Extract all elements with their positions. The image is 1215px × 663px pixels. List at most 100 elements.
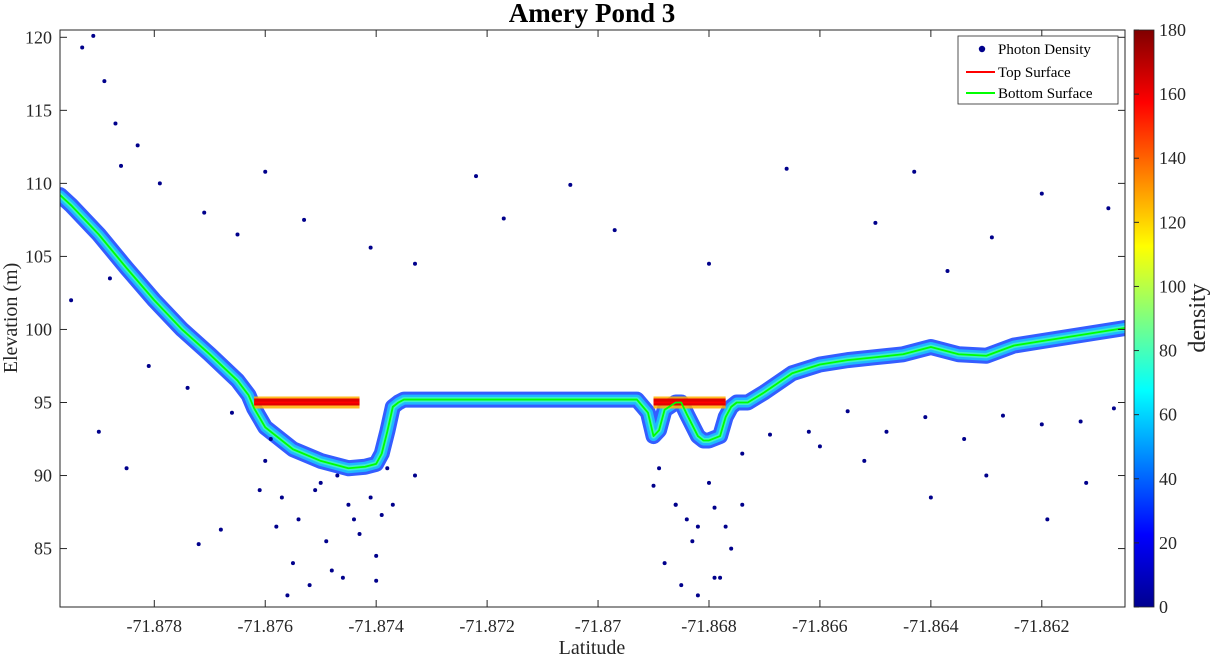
legend-label-top-surface: Top Surface: [998, 65, 1071, 81]
photon-point: [196, 542, 201, 547]
x-tick-label: -71.874: [348, 616, 404, 636]
photon-point: [263, 458, 268, 463]
photon-point: [357, 531, 362, 536]
photon-point: [684, 517, 689, 522]
photon-point: [268, 437, 273, 442]
colorbar-tick-label: 100: [1159, 276, 1186, 296]
photon-point: [679, 583, 684, 588]
y-tick-label: 105: [25, 246, 52, 266]
photon-point: [329, 568, 334, 573]
photon-point: [107, 276, 112, 281]
photon-point: [257, 488, 262, 493]
photon-point: [1039, 422, 1044, 427]
photon-point: [712, 505, 717, 510]
photon-point: [1000, 413, 1005, 418]
photon-point: [296, 517, 301, 522]
x-tick-label: -71.862: [1014, 616, 1070, 636]
photon-point: [218, 527, 223, 532]
photon-point: [1111, 406, 1116, 411]
photon-point: [135, 143, 140, 148]
photon-point: [1106, 206, 1111, 211]
photon-point: [806, 429, 811, 434]
photon-point: [335, 473, 340, 478]
photon-point: [390, 502, 395, 507]
legend: Photon Density Top Surface Bottom Surfac…: [957, 35, 1119, 105]
photon-point: [706, 261, 711, 266]
photon-point: [690, 539, 695, 544]
photon-point: [368, 245, 373, 250]
photon-point: [568, 182, 573, 187]
photon-point: [96, 429, 101, 434]
photon-point: [119, 163, 124, 168]
colorbar-tick-label: 180: [1159, 20, 1186, 40]
photon-point: [984, 473, 989, 478]
photon-point: [817, 444, 822, 449]
photon-point: [912, 169, 917, 174]
photon-point: [1045, 517, 1050, 522]
photon-point: [235, 232, 240, 237]
y-tick-label: 85: [34, 539, 52, 559]
photon-point: [324, 539, 329, 544]
photon-point: [928, 495, 933, 500]
chart-title: Amery Pond 3: [509, 0, 675, 28]
photon-point: [368, 495, 373, 500]
density-band-outer: [60, 187, 1125, 477]
photon-point: [263, 169, 268, 174]
photon-point: [945, 269, 950, 274]
photon-point: [784, 166, 789, 171]
x-tick-label: -71.87: [575, 616, 622, 636]
density-band-inner: [60, 192, 1125, 471]
photon-point: [379, 512, 384, 517]
x-axis-label: Latitude: [559, 637, 626, 658]
photon-point: [989, 235, 994, 240]
photon-point: [229, 410, 234, 415]
colorbar: 0 20 40 60 80 100 120 140 160 180 density: [1133, 20, 1211, 617]
x-tick-label: -71.878: [127, 616, 183, 636]
colorbar-tick-label: 120: [1159, 212, 1186, 232]
y-axis-label: Elevation (m): [0, 263, 22, 374]
photon-point: [274, 524, 279, 529]
photon-point: [1078, 419, 1083, 424]
photon-point: [706, 480, 711, 485]
photon-point: [884, 429, 889, 434]
photon-point: [695, 593, 700, 598]
legend-marker-photon-density: [978, 45, 986, 53]
y-tick-label: 95: [34, 392, 52, 412]
photon-point: [157, 181, 162, 186]
plot-area: [60, 33, 1125, 598]
axes: -71.878 -71.876 -71.874 -71.872 -71.87 -71.86…: [25, 27, 1125, 636]
photon-point: [1084, 480, 1089, 485]
photon-point: [285, 593, 290, 598]
x-tick-label: -71.866: [792, 616, 848, 636]
photon-point: [673, 502, 678, 507]
photon-point: [662, 561, 667, 566]
photon-point: [413, 261, 417, 266]
photon-point: [612, 228, 617, 233]
y-tick-label: 90: [34, 466, 52, 486]
photon-point: [695, 524, 700, 529]
photon-point: [374, 553, 379, 558]
photon-point: [740, 451, 745, 456]
surface-lines: [60, 194, 1125, 470]
photon-point: [124, 466, 129, 471]
photon-point: [923, 415, 928, 420]
photon-point: [290, 561, 295, 566]
photon-density-points: [69, 33, 1116, 598]
photon-point: [651, 483, 656, 488]
colorbar-tick-label: 20: [1159, 533, 1177, 553]
photon-point: [718, 575, 723, 580]
photon-point: [845, 409, 850, 414]
photon-point: [962, 437, 967, 442]
photon-point: [340, 575, 345, 580]
photon-point: [185, 385, 190, 390]
photon-point: [351, 517, 356, 522]
photon-point: [91, 33, 96, 38]
legend-label-bottom-surface: Bottom Surface: [998, 86, 1093, 102]
y-tick-label: 100: [25, 319, 52, 339]
photon-point: [1039, 191, 1044, 196]
x-tick-label: -71.868: [681, 616, 737, 636]
photon-point: [102, 79, 107, 84]
photon-point: [113, 121, 118, 126]
colorbar-tick-label: 0: [1159, 597, 1168, 617]
